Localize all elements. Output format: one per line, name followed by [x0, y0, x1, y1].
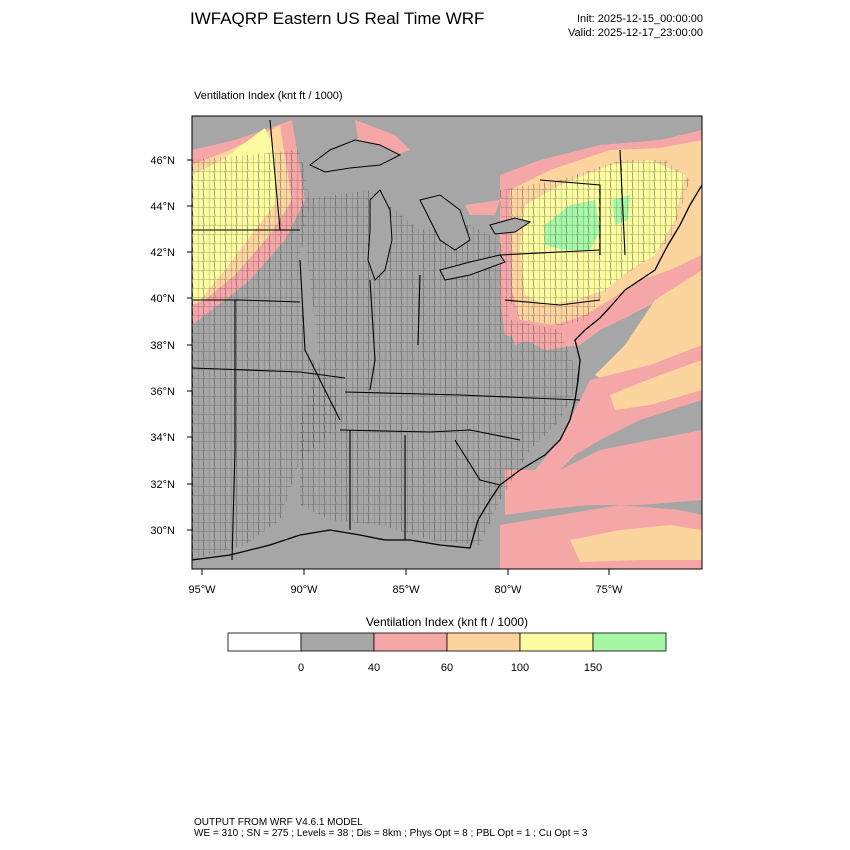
colorbar-bin	[519, 632, 594, 652]
state-boundaries	[192, 119, 626, 561]
lat-label: 44°N	[150, 201, 175, 213]
atlantic-orange-patch	[570, 525, 702, 562]
lake-ontario	[489, 217, 532, 235]
lake-michigan	[367, 189, 393, 281]
lat-label: 32°N	[150, 479, 175, 491]
county-texture-northeast	[500, 160, 690, 325]
lat-label: 42°N	[150, 247, 175, 259]
colorbar-tick-label: 60	[441, 662, 453, 674]
lon-label: 90°W	[290, 584, 318, 596]
colorbar-bin	[446, 632, 521, 652]
lat-label: 46°N	[150, 155, 175, 167]
longitude-axis: 95°W 90°W 85°W 80°W 75°W	[188, 569, 623, 596]
county-texture-west	[192, 150, 345, 560]
lake-ontario-pink	[465, 200, 500, 215]
colorbar-bin	[227, 632, 302, 652]
model-config: WE = 310 ; SN = 275 ; Levels = 38 ; Dis …	[194, 828, 588, 839]
lake-huron	[419, 194, 471, 251]
plot-title: IWFAQRP Eastern US Real Time WRF	[190, 9, 485, 28]
colorbar-bin	[300, 632, 375, 652]
colorbar-bin	[373, 632, 448, 652]
colorbar-tick-label: 150	[584, 662, 602, 674]
valid-time: Valid: 2025-12-17_23:00:00	[568, 27, 703, 39]
lon-label: 80°W	[494, 584, 522, 596]
colorbar-tick-label: 100	[511, 662, 529, 674]
lat-label: 36°N	[150, 386, 175, 398]
lake-erie	[439, 254, 506, 281]
map-frame	[191, 115, 703, 570]
colorbar: 0 40 60 100 150	[227, 632, 667, 674]
latitude-axis: 46°N 44°N 42°N 40°N 38°N 36°N 34°N 32°N 30°N	[150, 155, 192, 537]
atlantic-orange-band-2	[610, 360, 702, 410]
lat-label: 38°N	[150, 340, 175, 352]
field-title: Ventilation Index (knt ft / 1000)	[194, 90, 343, 102]
colorbar-tick-label: 40	[368, 662, 380, 674]
lat-label: 34°N	[150, 432, 175, 444]
model-info: OUTPUT FROM WRF V4.6.1 MODEL	[194, 817, 363, 828]
lat-label: 40°N	[150, 293, 175, 305]
lake-superior	[309, 139, 402, 173]
coastline	[192, 184, 702, 561]
atlantic-pink-band-2	[505, 430, 702, 515]
colorbar-title: Ventilation Index (knt ft / 1000)	[365, 615, 529, 629]
lon-label: 75°W	[595, 584, 623, 596]
lat-label: 30°N	[150, 525, 175, 537]
county-texture-central	[300, 190, 580, 545]
lon-label: 85°W	[392, 584, 420, 596]
init-time: Init: 2025-12-15_00:00:00	[577, 13, 703, 25]
lon-label: 95°W	[188, 584, 216, 596]
colorbar-tick-label: 0	[298, 662, 304, 674]
colorbar-bin	[592, 632, 667, 652]
map-area	[192, 116, 702, 569]
